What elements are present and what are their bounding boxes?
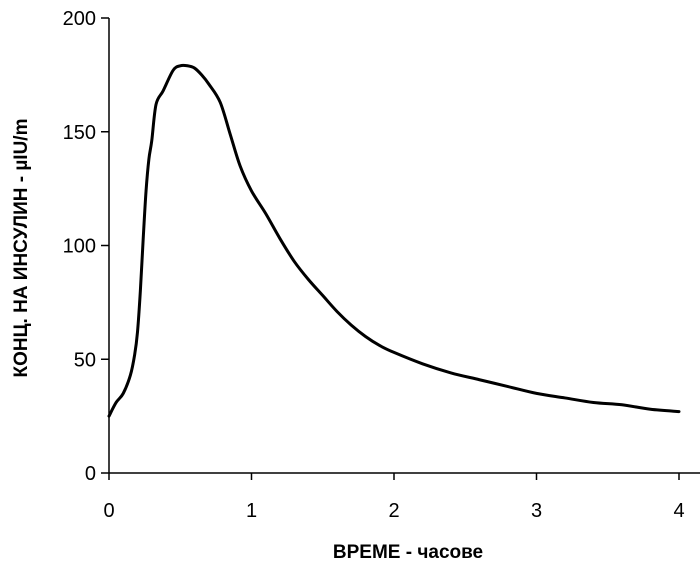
y-tick-label: 200 <box>63 8 96 30</box>
y-tick-label: 50 <box>74 349 96 371</box>
x-tick-label: 4 <box>673 500 684 522</box>
x-ticks: 0 1 2 3 4 <box>103 473 685 522</box>
y-ticks: 0 50 100 150 200 <box>63 8 109 485</box>
x-axis-title: ВРЕМЕ - часове <box>333 542 483 563</box>
y-axis-title: КОНЦ. НА ИНСУЛИН - µIU/m <box>11 119 32 378</box>
x-tick-label: 1 <box>246 500 257 522</box>
y-tick-label: 100 <box>63 236 96 258</box>
y-tick-label: 150 <box>63 122 96 144</box>
x-tick-label: 0 <box>103 500 114 522</box>
series-layer <box>107 63 681 418</box>
y-tick-label: 0 <box>85 463 96 485</box>
series-line-0 <box>107 63 681 418</box>
x-tick-label: 3 <box>531 500 542 522</box>
x-tick-label: 2 <box>388 500 399 522</box>
